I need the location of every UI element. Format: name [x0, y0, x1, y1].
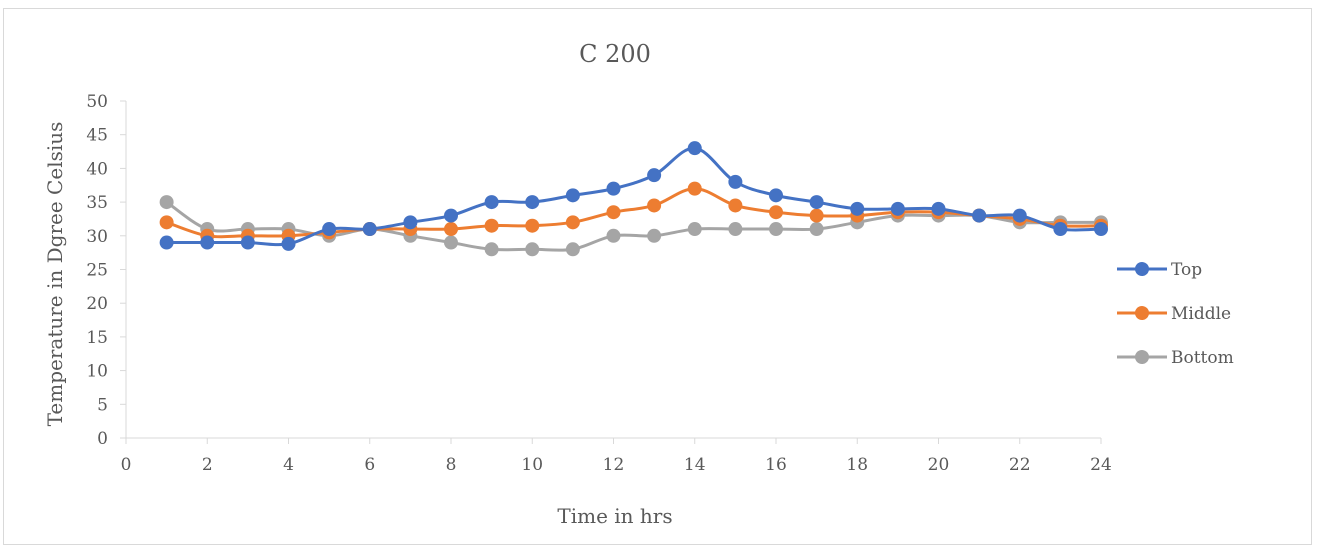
legend-item-bottom: Bottom [1117, 348, 1234, 368]
data-point-middle [688, 182, 702, 196]
data-point-middle [728, 198, 742, 212]
y-tick-label: 50 [86, 92, 108, 112]
legend-label-top: Top [1171, 260, 1202, 280]
data-point-top [688, 141, 702, 155]
series-layer [160, 141, 1108, 256]
legend-label-middle: Middle [1171, 304, 1231, 324]
data-point-bottom [607, 229, 621, 243]
y-tick-label: 10 [86, 362, 108, 382]
data-point-middle [444, 222, 458, 236]
data-point-top [241, 236, 255, 250]
data-point-top [850, 202, 864, 216]
legend-item-middle: Middle [1117, 304, 1231, 324]
data-point-top [444, 209, 458, 223]
data-point-top [566, 188, 580, 202]
data-point-middle [160, 215, 174, 229]
legend-marker-top [1135, 262, 1149, 276]
chart-frame: C 200 0 5 10 15 20 25 30 35 40 45 50 0 2 4 6 8 10 12 14 16… [3, 8, 1312, 545]
data-point-top [769, 188, 783, 202]
data-point-middle [566, 215, 580, 229]
data-point-bottom [810, 222, 824, 236]
data-point-top [1094, 222, 1108, 236]
series-bottom [160, 195, 1108, 256]
legend-marker-middle [1135, 306, 1149, 320]
data-point-middle [769, 205, 783, 219]
legend: Top Middle Bottom [1117, 260, 1234, 368]
y-tick-label: 25 [86, 261, 108, 281]
data-point-top [1053, 222, 1067, 236]
data-point-bottom [566, 242, 580, 256]
x-tick-label: 4 [283, 455, 294, 475]
y-tick-label: 35 [86, 193, 108, 213]
x-axis-title: Time in hrs [557, 504, 672, 528]
data-point-middle [810, 209, 824, 223]
data-point-top [728, 175, 742, 189]
data-point-middle [485, 219, 499, 233]
data-point-bottom [647, 229, 661, 243]
data-point-bottom [728, 222, 742, 236]
legend-marker-bottom [1135, 350, 1149, 364]
x-axis-ticks: 0 2 4 6 8 10 12 14 16 18 20 22 24 [121, 438, 1112, 475]
x-tick-label: 16 [765, 455, 787, 475]
data-point-top [200, 236, 214, 250]
data-point-top [525, 195, 539, 209]
data-point-top [363, 222, 377, 236]
legend-label-bottom: Bottom [1171, 348, 1234, 368]
y-axis-ticks: 0 5 10 15 20 25 30 35 40 45 50 [86, 92, 126, 449]
data-point-top [972, 209, 986, 223]
data-point-top [282, 237, 296, 251]
data-point-top [1013, 209, 1027, 223]
data-point-top [485, 195, 499, 209]
x-tick-label: 8 [446, 455, 457, 475]
chart-title: C 200 [579, 40, 651, 68]
x-tick-label: 24 [1090, 455, 1112, 475]
x-tick-label: 22 [1009, 455, 1031, 475]
data-point-top [403, 215, 417, 229]
y-tick-label: 20 [86, 294, 108, 314]
data-point-middle [525, 219, 539, 233]
x-tick-label: 2 [202, 455, 213, 475]
data-point-bottom [525, 242, 539, 256]
data-point-bottom [444, 236, 458, 250]
y-axis-title: Temperature in Dgree Celsius [43, 122, 67, 427]
y-tick-label: 0 [97, 429, 108, 449]
data-point-bottom [160, 195, 174, 209]
series-line-top [167, 148, 1101, 245]
x-tick-label: 14 [684, 455, 706, 475]
data-point-top [891, 202, 905, 216]
x-tick-label: 20 [928, 455, 950, 475]
data-point-bottom [769, 222, 783, 236]
data-point-top [607, 182, 621, 196]
x-tick-label: 10 [521, 455, 543, 475]
y-tick-label: 40 [86, 159, 108, 179]
y-tick-label: 45 [86, 126, 108, 146]
data-point-top [810, 195, 824, 209]
data-point-top [322, 222, 336, 236]
x-tick-label: 0 [121, 455, 132, 475]
data-point-top [932, 202, 946, 216]
data-point-middle [607, 205, 621, 219]
y-tick-label: 15 [86, 328, 108, 348]
data-point-top [160, 236, 174, 250]
x-tick-label: 12 [603, 455, 625, 475]
y-tick-label: 30 [86, 227, 108, 247]
data-point-bottom [485, 242, 499, 256]
x-tick-label: 6 [364, 455, 375, 475]
y-tick-label: 5 [97, 395, 108, 415]
data-point-middle [647, 198, 661, 212]
data-point-bottom [688, 222, 702, 236]
legend-item-top: Top [1117, 260, 1202, 280]
data-point-top [647, 168, 661, 182]
x-tick-label: 18 [846, 455, 868, 475]
